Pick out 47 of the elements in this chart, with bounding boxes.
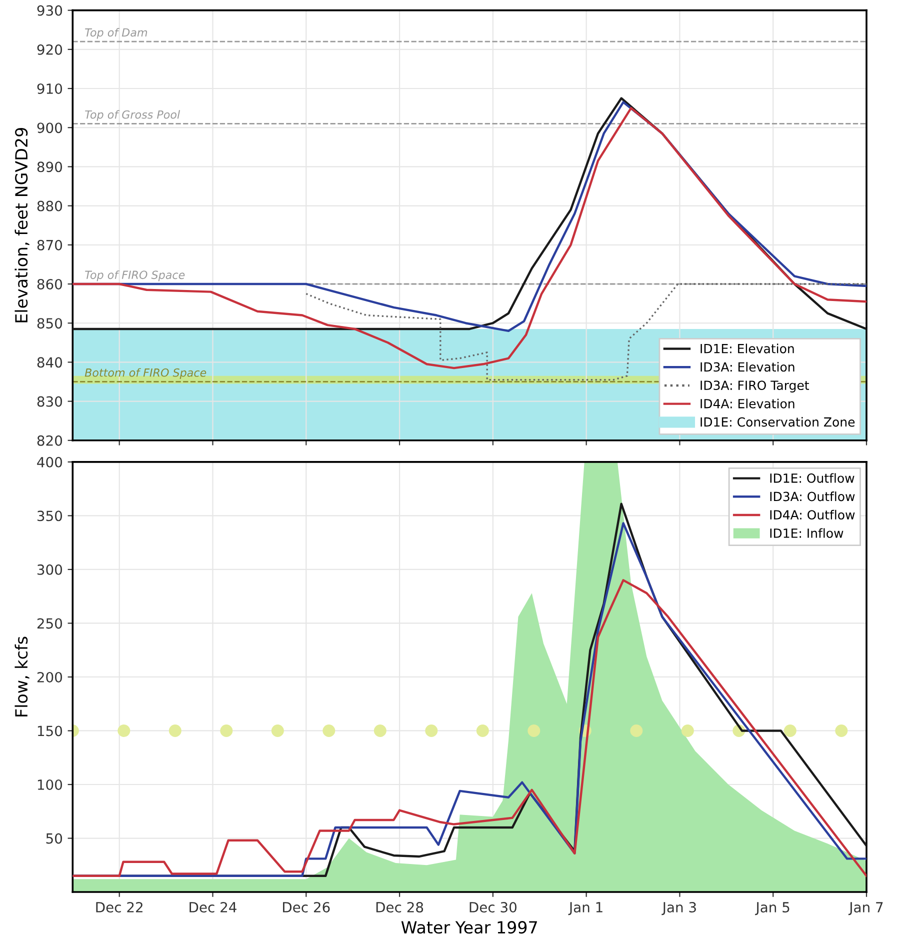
legend-label: ID3A: Elevation <box>700 362 794 372</box>
y-tick-label: 900 <box>37 122 62 134</box>
band-label: ID1E: Conservation Zone <box>700 417 855 427</box>
y-tick-label: 910 <box>37 83 62 94</box>
ref-line-label: Bottom of FIRO Space <box>84 368 206 379</box>
y-tick-label: 850 <box>37 318 62 329</box>
x-tick-label: Dec 28 <box>376 902 424 912</box>
x-tick-label: Jan 7 <box>848 902 883 916</box>
y-tick-label: 930 <box>37 5 62 16</box>
y-tick-label: 350 <box>37 510 62 522</box>
y-tick-label: 830 <box>37 396 62 407</box>
legend-label: ID3A: Outflow <box>770 492 855 502</box>
y-tick-label: 100 <box>38 779 62 790</box>
ref-line-label: Top of FIRO Space <box>85 270 185 282</box>
legend-label: ID1E: Outflow <box>770 473 854 483</box>
x-tick-label: Jan 5 <box>755 902 790 916</box>
ref-line-label: Top of Gross Pool <box>85 110 180 121</box>
y-tick-label: 200 <box>37 672 62 682</box>
ref-line-label: Top of Dam <box>85 28 148 39</box>
x-axis-title: Water Year 1997 <box>401 921 537 934</box>
y-tick-label: 890 <box>37 162 62 172</box>
y-tick-label: 400 <box>37 456 62 468</box>
y-tick-label: 840 <box>37 357 62 368</box>
y-tick-label: 300 <box>37 564 62 575</box>
legend-label: ID4A: Elevation <box>700 398 794 408</box>
y-tick-label: 250 <box>37 618 62 629</box>
y-axis-title: Flow, kcfs <box>14 636 30 716</box>
y-tick-label: 860 <box>37 278 62 290</box>
legend-label: ID4A: Outflow <box>770 510 855 520</box>
y-tick-label: 50 <box>46 833 62 844</box>
line-series <box>72 579 866 878</box>
legend-label: ID3A: FIRO Target <box>700 380 809 392</box>
x-tick-label: Dec 26 <box>283 902 330 912</box>
y-tick-label: 820 <box>37 435 62 446</box>
x-tick-label: Jan 1 <box>568 902 602 916</box>
line-series <box>305 283 866 381</box>
y-tick-label: 150 <box>38 726 62 736</box>
x-tick-label: Dec 30 <box>470 902 516 912</box>
y-tick-label: 870 <box>37 240 62 250</box>
x-tick-label: Dec 24 <box>190 902 236 912</box>
y-tick-label: 880 <box>37 200 62 212</box>
y-tick-label: 920 <box>37 44 62 55</box>
legend-label: ID1E: Inflow <box>770 528 844 538</box>
x-tick-label: Jan 3 <box>662 902 696 916</box>
x-tick-label: Dec 22 <box>96 902 142 912</box>
legend-label: ID1E: Elevation <box>700 344 794 354</box>
y-axis-title: Elevation, feet NGVD29 <box>14 128 30 322</box>
